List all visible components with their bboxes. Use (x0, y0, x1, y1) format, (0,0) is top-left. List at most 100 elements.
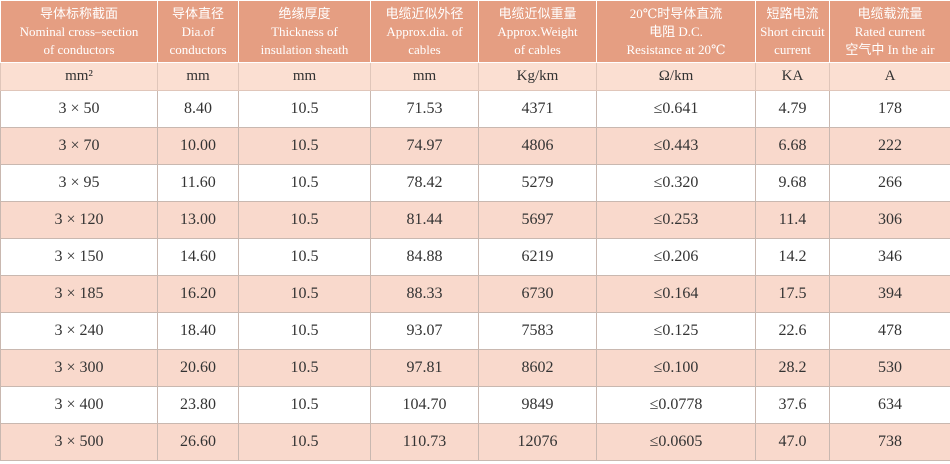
header-cell: 电缆近似外径 Approx.dia. of cables (370, 0, 479, 63)
data-cell: 110.73 (370, 423, 479, 461)
unit-cell: mm (238, 62, 371, 91)
header-line: Thickness of (271, 23, 338, 39)
data-cell: 23.80 (157, 386, 239, 424)
header-line: 20℃时导体直流 (629, 5, 723, 21)
unit-cell: Ω/km (596, 62, 756, 91)
header-line: 短路电流 (766, 5, 819, 21)
data-cell: 11.4 (755, 201, 830, 239)
data-cell: 26.60 (157, 423, 239, 461)
data-cell: 10.5 (238, 201, 371, 239)
data-cell: 9.68 (755, 164, 830, 202)
data-cell: 3 × 300 (0, 349, 158, 387)
unit-cell: KA (755, 62, 830, 91)
data-cell: 3 × 120 (0, 201, 158, 239)
unit-cell: mm (370, 62, 479, 91)
data-cell: 4806 (478, 127, 597, 165)
data-cell: 10.5 (238, 349, 371, 387)
header-cell: 短路电流 Short circuit current (755, 0, 830, 63)
header-line: 电缆近似外径 (385, 5, 464, 21)
data-cell: 97.81 (370, 349, 479, 387)
data-row: 3 × 120 13.00 10.5 81.44 5697 ≤0.253 11.4 306 (0, 201, 950, 239)
header-cell: 20℃时导体直流 电阻 D.C. Resistance at 20℃ (596, 0, 756, 63)
header-line: Dia.of (181, 23, 215, 39)
data-cell: 3 × 95 (0, 164, 158, 202)
data-cell: 3 × 400 (0, 386, 158, 424)
header-row: 导体标称截面 Nominal cross–section of conductors… (0, 0, 950, 63)
data-cell: ≤0.0778 (596, 386, 756, 424)
header-line: 电缆近似重量 (498, 5, 577, 21)
data-cell: ≤0.320 (596, 164, 756, 202)
data-cell: 3 × 500 (0, 423, 158, 461)
header-cell: 电缆近似重量 Approx.Weight of cables (478, 0, 597, 63)
data-cell: 4371 (478, 90, 597, 128)
unit-cell: A (829, 62, 950, 91)
data-cell: 3 × 150 (0, 238, 158, 276)
data-cell: 10.5 (238, 164, 371, 202)
data-row: 3 × 300 20.60 10.5 97.81 8602 ≤0.100 28.2 530 (0, 349, 950, 387)
data-cell: 14.60 (157, 238, 239, 276)
data-cell: 14.2 (755, 238, 830, 276)
data-cell: 20.60 (157, 349, 239, 387)
data-cell: 93.07 (370, 312, 479, 350)
header-line: current (774, 41, 811, 57)
header-line: Resistance at 20℃ (626, 41, 726, 57)
header-line: of cables (514, 41, 561, 57)
data-cell: 478 (829, 312, 950, 350)
data-cell: 346 (829, 238, 950, 276)
data-cell: 84.88 (370, 238, 479, 276)
data-cell: 7583 (478, 312, 597, 350)
data-cell: 88.33 (370, 275, 479, 313)
data-cell: ≤0.164 (596, 275, 756, 313)
header-line: Nominal cross–section (19, 23, 139, 39)
header-line: Short circuit (760, 23, 825, 39)
data-row: 3 × 95 11.60 10.5 78.42 5279 ≤0.320 9.68 266 (0, 164, 950, 202)
data-row: 3 × 500 26.60 10.5 110.73 12076 ≤0.0605 47.0 73… (0, 423, 950, 461)
data-cell: 4.79 (755, 90, 830, 128)
header-line: 导体标称截面 (39, 5, 118, 21)
data-cell: 738 (829, 423, 950, 461)
data-cell: 22.6 (755, 312, 830, 350)
header-line: Approx.dia. of (386, 23, 463, 39)
header-line: of conductors (43, 41, 115, 57)
data-row: 3 × 240 18.40 10.5 93.07 7583 ≤0.125 22.6 478 (0, 312, 950, 350)
header-line: insulation sheath (260, 41, 349, 57)
data-cell: 3 × 240 (0, 312, 158, 350)
unit-cell: mm² (0, 62, 158, 91)
data-cell: 10.00 (157, 127, 239, 165)
data-cell: 8602 (478, 349, 597, 387)
data-cell: 266 (829, 164, 950, 202)
data-cell: 10.5 (238, 238, 371, 276)
data-cell: 78.42 (370, 164, 479, 202)
unit-cell: Kg/km (478, 62, 597, 91)
header-cell: 绝缘厚度 Thickness of insulation sheath (238, 0, 371, 63)
data-cell: 10.5 (238, 423, 371, 461)
data-cell: 81.44 (370, 201, 479, 239)
data-cell: 3 × 185 (0, 275, 158, 313)
data-cell: 28.2 (755, 349, 830, 387)
data-cell: 16.20 (157, 275, 239, 313)
data-cell: 394 (829, 275, 950, 313)
data-cell: 71.53 (370, 90, 479, 128)
header-cell: 导体标称截面 Nominal cross–section of conductors (0, 0, 158, 63)
data-cell: 3 × 70 (0, 127, 158, 165)
data-cell: ≤0.206 (596, 238, 756, 276)
data-row: 3 × 50 8.40 10.5 71.53 4371 ≤0.641 4.79 178 (0, 90, 950, 128)
header-line: 电阻 D.C. (649, 23, 703, 39)
header-line: Rated current (854, 23, 926, 39)
data-cell: 6.68 (755, 127, 830, 165)
data-cell: 306 (829, 201, 950, 239)
data-cell: ≤0.253 (596, 201, 756, 239)
header-line: 空气中 In the air (845, 41, 935, 57)
header-cell: 导体直径 Dia.of conductors (157, 0, 239, 63)
units-row: mm² mm mm mm Kg/km Ω/km KA A (0, 62, 950, 91)
data-cell: 8.40 (157, 90, 239, 128)
data-cell: 530 (829, 349, 950, 387)
header-cell: 电缆载流量 Rated current 空气中 In the air (829, 0, 950, 63)
data-cell: 6730 (478, 275, 597, 313)
data-cell: 37.6 (755, 386, 830, 424)
data-cell: ≤0.125 (596, 312, 756, 350)
data-row: 3 × 400 23.80 10.5 104.70 9849 ≤0.0778 37.6 634 (0, 386, 950, 424)
